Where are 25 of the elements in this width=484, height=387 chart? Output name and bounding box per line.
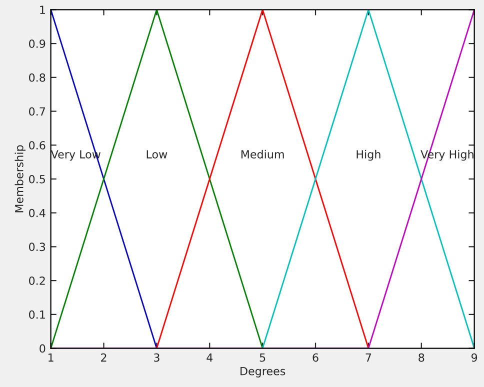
x-tick-label: 9	[471, 353, 478, 362]
text: High	[356, 150, 380, 161]
y-tick-label: 0.9	[29, 40, 46, 48]
y-tick-label: 0	[40, 344, 46, 353]
series-label: Medium	[241, 150, 284, 159]
y-axis-title: Membership	[14, 145, 26, 212]
x-tick-label: 8	[418, 353, 424, 362]
y-tick-label: 0.4	[29, 208, 46, 218]
x-tick-label: 6	[312, 353, 318, 362]
x-tick-label: 4	[206, 354, 213, 362]
y-tick-label: 0.5	[29, 174, 45, 184]
y-tick-label: 0.7	[29, 107, 46, 116]
y-tick-label: 0.1	[29, 310, 45, 319]
x-tick-label: 1	[48, 354, 54, 362]
y-tick-label: 1	[40, 6, 45, 14]
text: Low	[146, 150, 168, 159]
y-tick-label: 0.8	[29, 73, 46, 82]
y-tick-label: 0.3	[29, 242, 46, 252]
y-tick-label: 0.6	[29, 141, 46, 150]
x-tick-label: 3	[154, 353, 160, 362]
x-tick-label: 7	[366, 354, 372, 362]
x-tick-label: 5	[260, 354, 266, 362]
y-tick-label: 0.2	[29, 276, 45, 285]
x-tick-label: 2	[101, 353, 106, 362]
x-axis-title: Degrees	[240, 367, 286, 378]
